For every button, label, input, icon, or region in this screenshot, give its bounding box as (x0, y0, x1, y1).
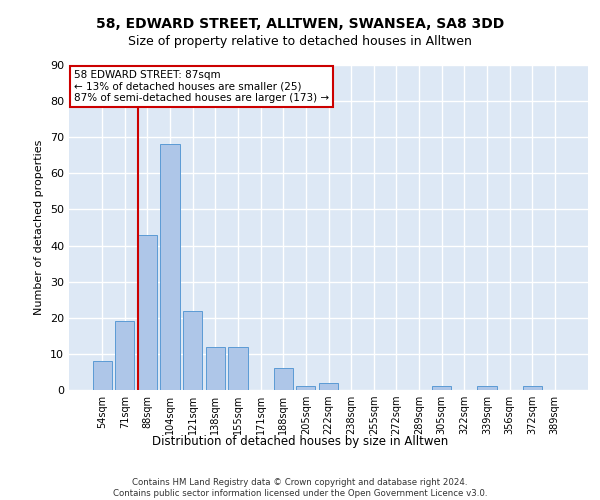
Text: Size of property relative to detached houses in Alltwen: Size of property relative to detached ho… (128, 35, 472, 48)
Bar (115, 322, 134, 390)
Bar (229, 346, 248, 390)
Bar (92, 361, 112, 390)
Bar (206, 346, 225, 390)
Bar (477, 386, 497, 390)
Bar (160, 144, 180, 390)
Bar (523, 386, 542, 390)
Text: Contains HM Land Registry data © Crown copyright and database right 2024.
Contai: Contains HM Land Registry data © Crown c… (113, 478, 487, 498)
Bar (138, 234, 157, 390)
Text: Distribution of detached houses by size in Alltwen: Distribution of detached houses by size … (152, 435, 448, 448)
Bar (183, 310, 202, 390)
Y-axis label: Number of detached properties: Number of detached properties (34, 140, 44, 315)
Bar (274, 368, 293, 390)
Bar (432, 386, 451, 390)
Text: 58, EDWARD STREET, ALLTWEN, SWANSEA, SA8 3DD: 58, EDWARD STREET, ALLTWEN, SWANSEA, SA8… (96, 18, 504, 32)
Bar (319, 383, 338, 390)
Bar (296, 386, 316, 390)
Text: 58 EDWARD STREET: 87sqm
← 13% of detached houses are smaller (25)
87% of semi-de: 58 EDWARD STREET: 87sqm ← 13% of detache… (74, 70, 329, 103)
